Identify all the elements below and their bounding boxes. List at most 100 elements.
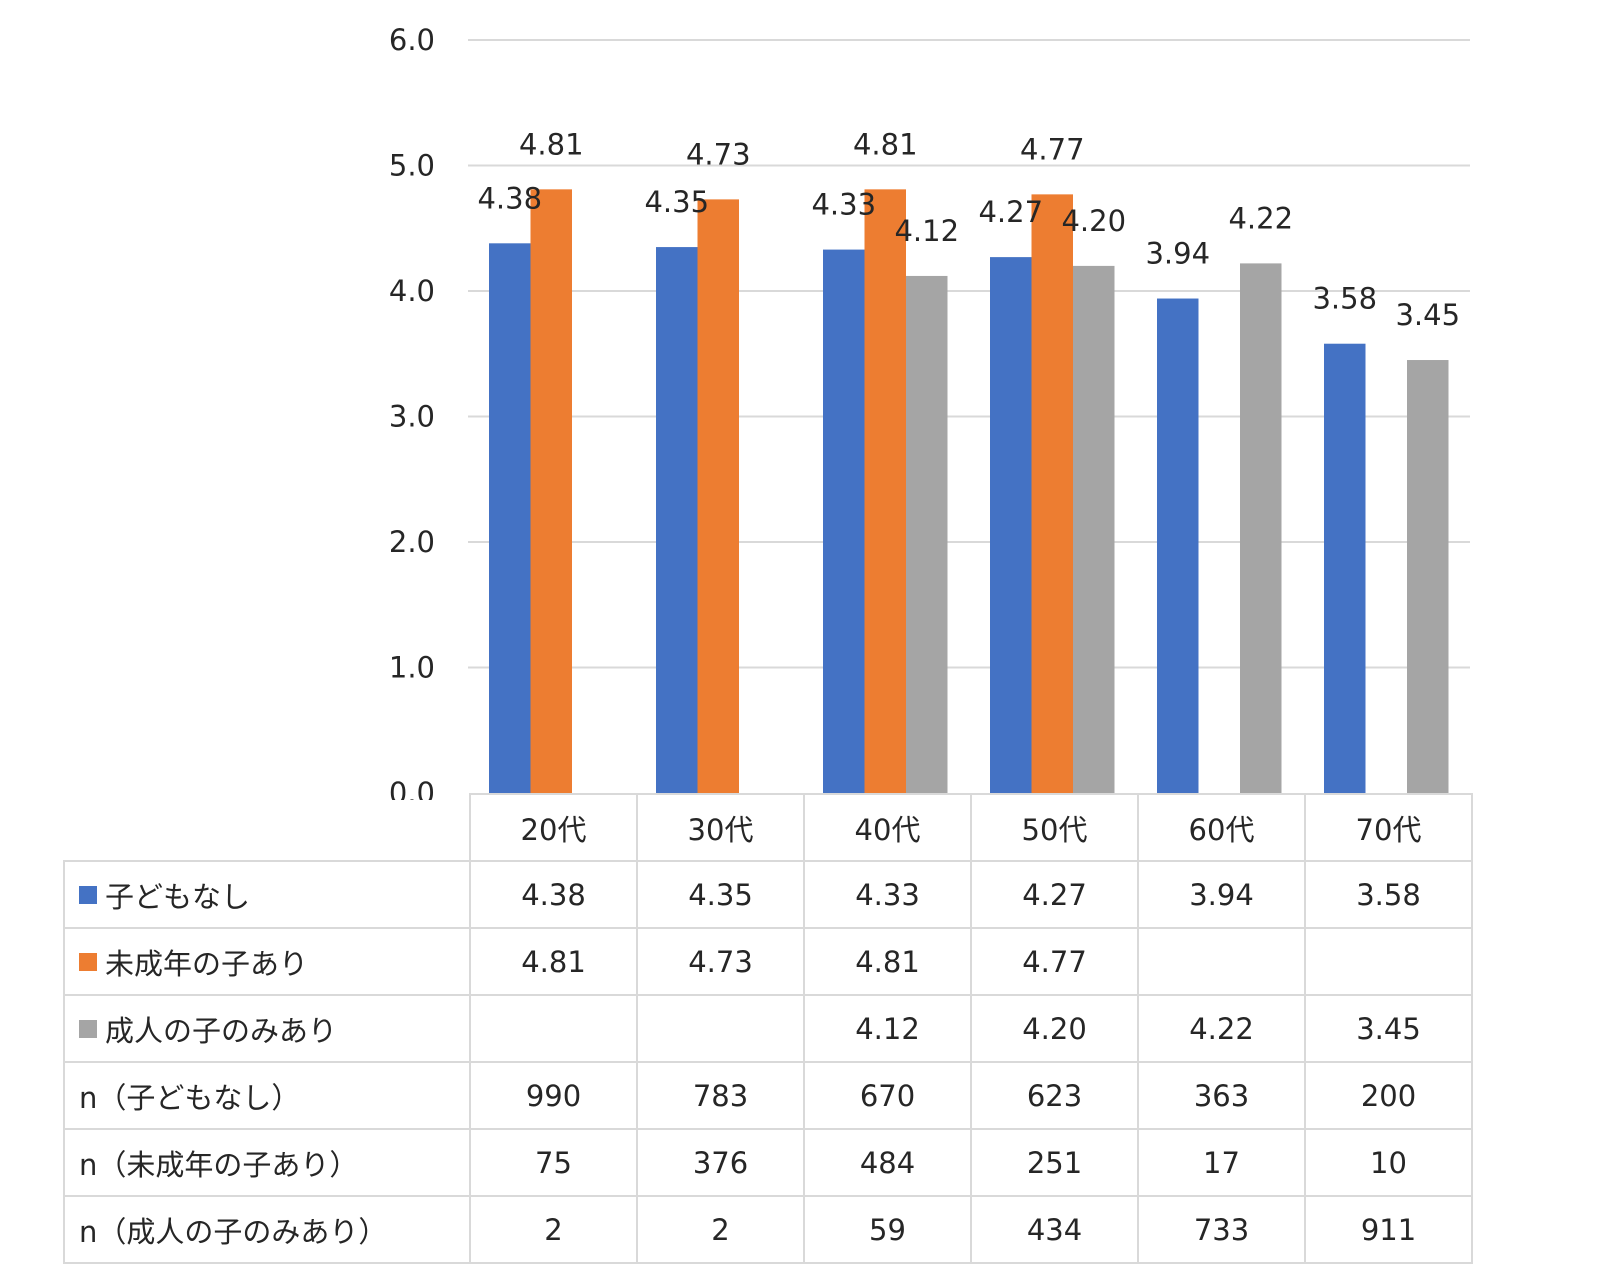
table-cell: 4.77: [970, 927, 1139, 996]
category-header: 30代: [636, 793, 805, 862]
table-cell: [1137, 927, 1306, 996]
table-cell: 200: [1304, 1061, 1473, 1130]
data-label: 4.38: [477, 181, 542, 215]
n-row-label: n（成人の子のみあり）: [63, 1195, 471, 1264]
table-cell: 4.20: [970, 994, 1139, 1063]
y-tick-label: 6.0: [389, 23, 435, 57]
bar: [1324, 343, 1366, 793]
legend-entry: 成人の子のみあり: [63, 994, 471, 1063]
bar: [864, 189, 906, 794]
table-row: 成人の子のみあり 4.12 4.20 4.22 3.45: [63, 994, 1473, 1063]
bar: [656, 247, 698, 793]
y-tick-label: 5.0: [389, 149, 435, 183]
y-axis-ticks: 0.01.02.03.04.05.06.0: [389, 23, 435, 800]
data-label: 4.33: [811, 188, 876, 222]
table-cell: 4.12: [803, 994, 972, 1063]
category-header: 60代: [1137, 793, 1306, 862]
data-label: 4.81: [853, 127, 918, 161]
bar: [1407, 360, 1449, 793]
data-label: 4.27: [978, 195, 1043, 229]
bar: [530, 189, 572, 794]
bar: [990, 257, 1032, 793]
table-cell: 10: [1304, 1128, 1473, 1197]
data-labels: 4.38 4.81 4.35 4.73 4.33 4.81 4.12 4.27 4.77 4.20…: [477, 127, 1460, 332]
legend-swatch-blue: [79, 885, 97, 904]
bar: [1031, 194, 1073, 794]
bar-chart: 0.01.02.03.04.05.06.0 4.384.814.354.734.…: [389, 23, 1470, 800]
table-cell: 4.22: [1137, 994, 1306, 1063]
bar: [1240, 263, 1282, 793]
table-cell: [1304, 927, 1473, 996]
category-header: 40代: [803, 793, 972, 862]
table-cell: 17: [1137, 1128, 1306, 1197]
gridlines: [468, 39, 1470, 669]
table-row: 子どもなし 4.38 4.35 4.33 4.27 3.94 3.58: [63, 860, 1473, 929]
table-cell: 376: [636, 1128, 805, 1197]
category-header: 20代: [469, 793, 638, 862]
table-cell: 75: [469, 1128, 638, 1197]
bars: [489, 189, 1449, 794]
table-cell: 623: [970, 1061, 1139, 1130]
bar: [697, 199, 739, 793]
table-cell: 4.33: [803, 860, 972, 929]
bar: [1073, 265, 1115, 793]
table-cell: 670: [803, 1061, 972, 1130]
table-cell: 484: [803, 1128, 972, 1197]
data-label: 4.22: [1228, 201, 1293, 235]
table-cell: 911: [1304, 1195, 1473, 1264]
table-row: n（未成年の子あり） 75 376 484 251 17 10: [63, 1128, 1473, 1197]
data-label: 3.45: [1395, 298, 1460, 332]
y-tick-label: 4.0: [389, 274, 435, 308]
data-label: 4.35: [644, 185, 709, 219]
table-header-row: 20代 30代 40代 50代 60代 70代: [64, 793, 1473, 862]
table-row: n（成人の子のみあり） 2 2 59 434 733 911: [63, 1195, 1473, 1264]
table-cell: 4.27: [970, 860, 1139, 929]
y-tick-label: 2.0: [389, 525, 435, 559]
bar: [823, 249, 865, 793]
legend-swatch-gray: [79, 1019, 97, 1038]
table-cell: 990: [469, 1061, 638, 1130]
table-cell: 4.81: [803, 927, 972, 996]
table-cell: [469, 994, 638, 1063]
category-header: 50代: [970, 793, 1139, 862]
y-tick-label: 1.0: [389, 651, 435, 685]
legend-entry: 子どもなし: [63, 860, 471, 929]
data-label: 4.73: [686, 137, 751, 171]
legend-swatch-orange: [79, 952, 97, 971]
table-cell: 251: [970, 1128, 1139, 1197]
legend-label: 未成年の子あり: [105, 946, 309, 981]
table-cell: 3.94: [1137, 860, 1306, 929]
bar: [489, 243, 531, 793]
table-cell: 59: [803, 1195, 972, 1264]
bar: [906, 275, 948, 793]
legend-label: 成人の子のみあり: [105, 1013, 338, 1048]
table-row: n（子どもなし） 990 783 670 623 363 200: [63, 1061, 1473, 1130]
table-cell: 4.81: [469, 927, 638, 996]
table-cell: 2: [636, 1195, 805, 1264]
table-cell: 434: [970, 1195, 1139, 1264]
data-label: 4.12: [894, 214, 959, 248]
category-header: 70代: [1304, 793, 1473, 862]
table-cell: 4.73: [636, 927, 805, 996]
table-cell: 3.45: [1304, 994, 1473, 1063]
table-cell: 783: [636, 1061, 805, 1130]
legend-label: 子どもなし: [105, 879, 251, 914]
table-corner: [64, 794, 471, 862]
table-cell: 4.38: [469, 860, 638, 929]
data-label: 4.77: [1020, 132, 1085, 166]
table-cell: [636, 994, 805, 1063]
table-cell: 3.58: [1304, 860, 1473, 929]
legend-entry: 未成年の子あり: [63, 927, 471, 996]
data-table: 20代 30代 40代 50代 60代 70代 子どもなし 4.38 4.35 …: [63, 793, 1473, 1264]
data-label: 4.20: [1061, 204, 1126, 238]
bar: [1157, 298, 1199, 793]
n-row-label: n（子どもなし）: [63, 1061, 471, 1130]
table-cell: 363: [1137, 1061, 1306, 1130]
y-tick-label: 3.0: [389, 400, 435, 434]
table-cell: 2: [469, 1195, 638, 1264]
data-label: 3.58: [1312, 282, 1377, 316]
n-row-label: n（未成年の子あり）: [63, 1128, 471, 1197]
table-cell: 733: [1137, 1195, 1306, 1264]
table-cell: 4.35: [636, 860, 805, 929]
data-label: 4.81: [519, 127, 584, 161]
